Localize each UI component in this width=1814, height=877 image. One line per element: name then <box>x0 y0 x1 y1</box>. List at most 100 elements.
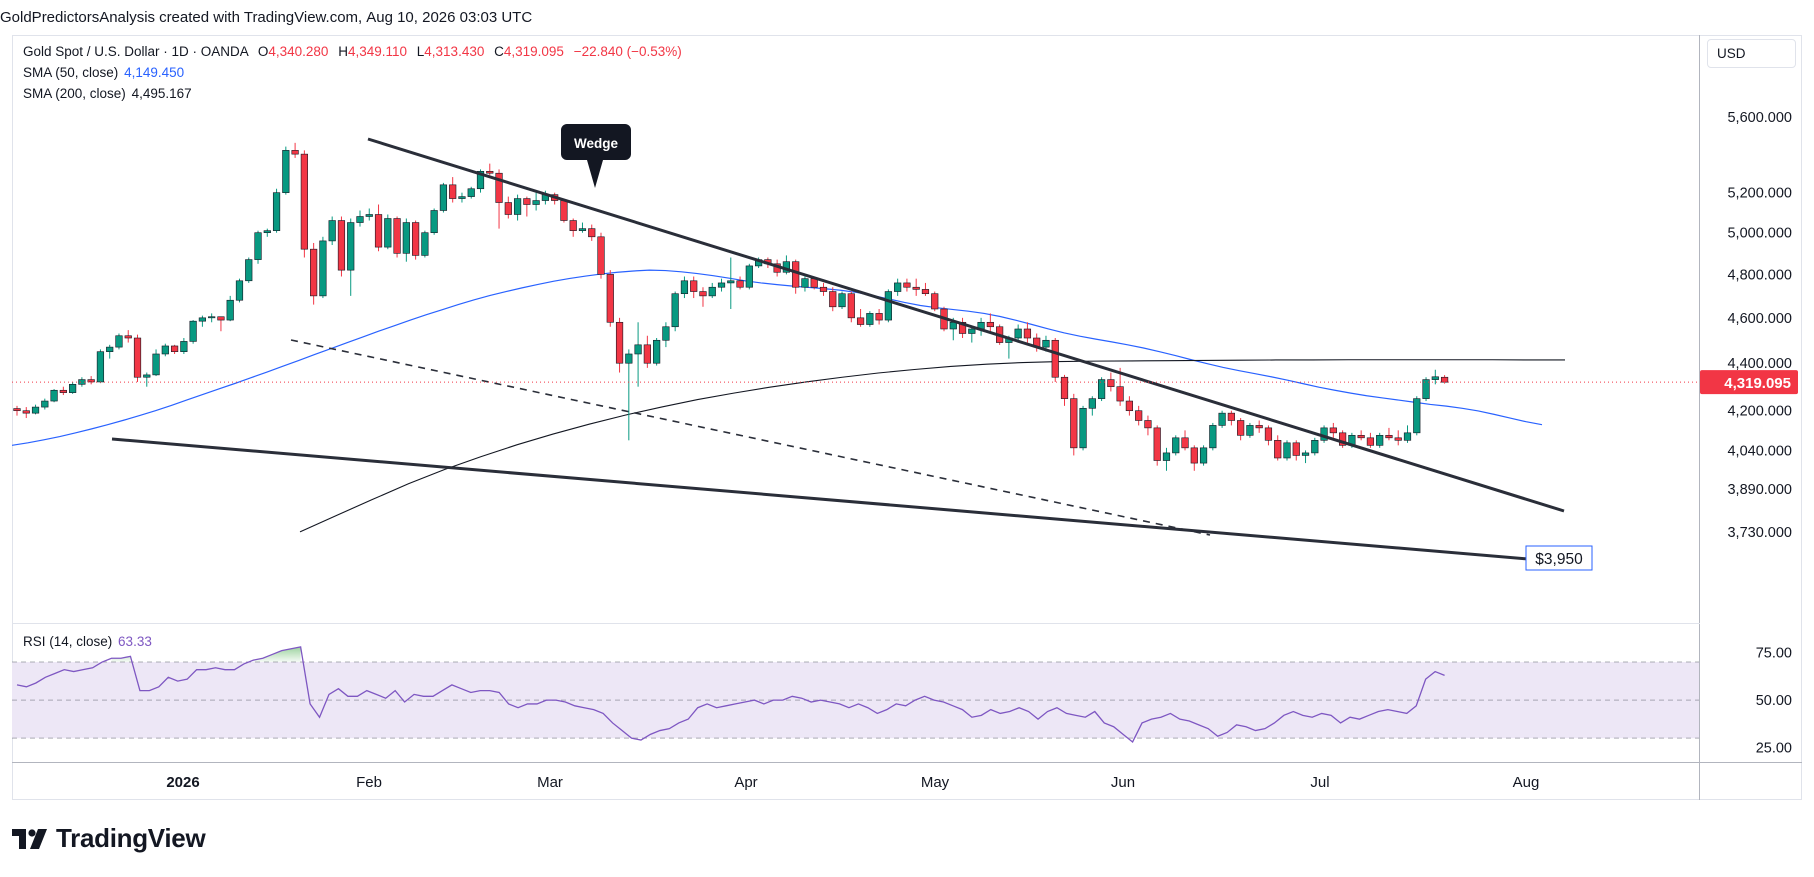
close-value: 4,319.095 <box>503 44 564 59</box>
candle-body <box>792 261 800 288</box>
candle <box>1199 445 1208 466</box>
sma200-legend[interactable]: SMA (200, close) 4,495.167 <box>23 86 192 101</box>
candle <box>866 311 874 327</box>
candle <box>578 222 587 233</box>
candle <box>671 291 679 332</box>
price-tick-label: 3,730.000 <box>1727 525 1792 541</box>
candle <box>1301 450 1310 464</box>
candle-body <box>1162 452 1171 461</box>
candle <box>69 381 77 394</box>
rsi-tick-label: 50.00 <box>1756 693 1792 709</box>
price-tick-label: 4,200.000 <box>1727 404 1792 420</box>
time-tick-label: Jul <box>1310 774 1329 791</box>
candle <box>384 214 392 250</box>
candle-body <box>300 153 308 250</box>
author-name: GoldPredictorsAnalysis <box>0 9 156 26</box>
candle <box>96 349 105 384</box>
support-label-box <box>1525 545 1593 571</box>
candle-body <box>1339 432 1347 446</box>
candle <box>430 208 438 235</box>
candle-body <box>1394 437 1402 441</box>
candle-body <box>347 222 355 271</box>
candle-body <box>41 400 49 408</box>
candle-body <box>717 282 726 288</box>
candle-body <box>1376 435 1384 446</box>
sma50-legend[interactable]: SMA (50, close) 4,149.450 <box>23 65 184 80</box>
candle-body <box>931 293 939 310</box>
candle <box>1237 418 1245 441</box>
header-caption: GoldPredictorsAnalysis created with Tradi… <box>0 9 536 26</box>
time-tick-label: Aug <box>1513 774 1540 791</box>
currency-selector[interactable]: USD <box>1707 39 1796 68</box>
candle-body <box>143 374 151 378</box>
candle <box>1339 430 1347 448</box>
candle <box>847 291 855 323</box>
candle <box>912 278 920 296</box>
candle <box>597 232 605 279</box>
main-pane <box>12 137 1699 561</box>
candle <box>439 182 448 213</box>
candle-body <box>365 214 373 217</box>
candle-body <box>430 210 438 234</box>
candle <box>699 287 707 307</box>
candle <box>1097 377 1106 402</box>
candle <box>1292 440 1300 461</box>
open-value: 4,340.280 <box>268 44 329 59</box>
candle-body <box>1181 437 1189 449</box>
time-tick-label: May <box>921 774 950 791</box>
candle-body <box>22 410 30 414</box>
rsi-overbought-fill <box>111 646 301 663</box>
candle-body <box>115 335 123 348</box>
time-tick-label: Feb <box>356 774 382 791</box>
symbol-title[interactable]: Gold Spot / U.S. Dollar · 1D · OANDA <box>23 44 249 59</box>
candle <box>782 255 791 275</box>
candle-body <box>884 291 892 321</box>
price-tick-label: 3,890.000 <box>1727 482 1792 498</box>
candle-body <box>699 291 707 297</box>
candle-body <box>958 321 967 334</box>
price-tick-label: 4,600.000 <box>1727 311 1792 327</box>
candle-body <box>1042 339 1050 348</box>
candle-body <box>1403 432 1412 441</box>
time-tick-label: Apr <box>734 774 757 791</box>
candle-body <box>1255 425 1263 429</box>
candle <box>1162 447 1171 471</box>
candle <box>643 335 651 368</box>
candle-body <box>133 337 142 378</box>
candle <box>1283 440 1291 461</box>
candle-body <box>31 406 40 414</box>
candle-body <box>625 353 633 364</box>
ohlc-legend: Gold Spot / U.S. Dollar · 1D · OANDA O4,… <box>23 44 682 59</box>
candle-body <box>263 230 271 234</box>
candle-body <box>1209 425 1217 449</box>
candle <box>50 389 58 403</box>
candle-body <box>319 240 327 297</box>
candle-body <box>458 196 466 199</box>
candle-body <box>523 198 531 205</box>
rsi-legend[interactable]: RSI (14, close) 63.33 <box>23 634 152 649</box>
candle <box>708 282 716 299</box>
candle-body <box>634 344 642 355</box>
tradingview-logo[interactable]: TradingView <box>12 823 206 854</box>
candle <box>254 230 262 264</box>
candle <box>1274 435 1282 461</box>
time-tick-label: 2026 <box>166 774 199 791</box>
candle <box>717 278 726 292</box>
candle-body <box>1413 398 1421 434</box>
candle <box>662 322 670 348</box>
candle <box>894 278 902 296</box>
candle <box>921 282 930 296</box>
candle <box>1181 430 1189 451</box>
candle <box>1264 425 1273 446</box>
candle <box>1190 445 1198 471</box>
candle <box>412 220 420 260</box>
candle-body <box>1060 376 1069 399</box>
candle-body <box>671 293 679 328</box>
candle-body <box>1274 440 1282 459</box>
sma200-label: SMA (200, close) <box>23 86 126 101</box>
candle <box>838 291 846 309</box>
candle-body <box>1357 435 1365 439</box>
candle <box>208 313 216 323</box>
candle-body <box>189 320 197 342</box>
